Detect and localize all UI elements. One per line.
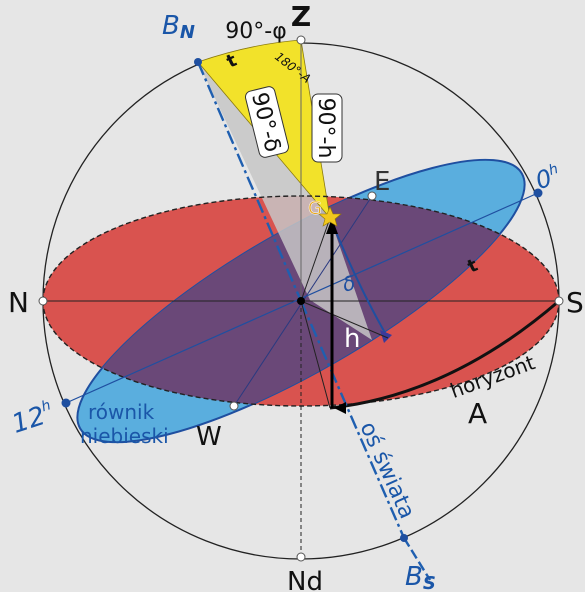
south-label: S <box>566 286 584 319</box>
hour-12-label: 12h <box>8 397 57 439</box>
north-pole-point <box>194 58 202 66</box>
nadir-label: Nd <box>287 567 323 592</box>
azimuth-arc <box>329 299 560 410</box>
west-label: W <box>196 422 222 452</box>
azimuth-arrowhead <box>334 402 346 414</box>
north-pole-label: BN <box>162 11 195 43</box>
south-pole-letter: B <box>405 562 423 592</box>
declination-arrowhead <box>380 330 392 343</box>
azimuth-radius <box>300 300 331 409</box>
south-pole-label: BS <box>405 562 436 592</box>
north-point <box>38 296 48 306</box>
hour-0-point <box>533 188 543 198</box>
hour-angle-radius <box>300 300 389 339</box>
star-icon <box>318 206 342 227</box>
north-pole-letter: B <box>162 11 180 41</box>
angle-90-minus-phi-label: 90°-φ <box>225 19 286 44</box>
altitude-label: h <box>344 324 360 354</box>
south-pole-subscript: S <box>423 573 436 592</box>
celestial-axis-upper <box>196 61 303 302</box>
north-pole-subscript: N <box>180 22 195 43</box>
star-label: G <box>308 198 322 219</box>
north-label: N <box>8 286 29 319</box>
nadir-point <box>296 552 306 562</box>
celestial-axis-label: oś świata <box>355 418 420 522</box>
south-pole-point <box>400 534 408 542</box>
zenith-label: Z <box>291 0 311 33</box>
equator-label-line1: równik <box>88 400 155 424</box>
celestial-axis-tail <box>402 537 432 581</box>
hour-12-point <box>61 398 71 408</box>
west-point <box>229 401 239 411</box>
equator-label-line2: niebieski <box>80 424 169 448</box>
south-point <box>554 296 564 306</box>
east-label: E <box>374 167 390 197</box>
horizon-front-edge <box>42 300 560 407</box>
star-radius <box>300 217 331 302</box>
azimuth-label: A <box>468 397 487 430</box>
altitude-arrowhead <box>326 218 338 234</box>
angle-90-minus-h-label: 90°-h <box>313 98 338 159</box>
east-point <box>367 191 377 201</box>
declination-label: δ <box>341 271 358 297</box>
gray-spherical-region <box>198 40 372 340</box>
celestial-axis-lower <box>299 300 406 539</box>
center-point <box>297 297 305 305</box>
zenith-point <box>296 35 306 45</box>
